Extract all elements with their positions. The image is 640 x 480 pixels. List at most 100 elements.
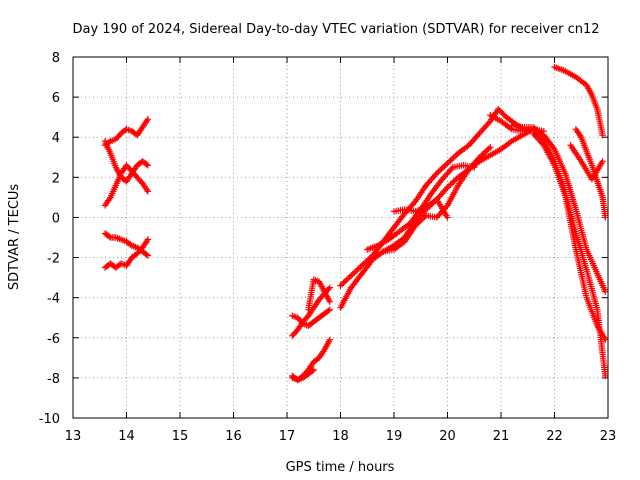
data-point-marker (310, 366, 317, 374)
data-point-marker (418, 216, 425, 223)
data-point-marker (599, 158, 606, 165)
data-point-marker (448, 155, 456, 163)
data-point-marker (341, 278, 349, 285)
series-arc-s (551, 63, 606, 139)
data-point-marker (143, 251, 150, 258)
data-point-marker (441, 162, 448, 170)
series-arc-q (508, 121, 609, 295)
data-point-marker (602, 288, 609, 295)
series-arc-a (101, 115, 152, 149)
data-point-marker (599, 132, 606, 139)
data-point-marker (357, 263, 364, 271)
data-point-marker (447, 157, 454, 164)
y-tick-label: -6 (47, 332, 60, 347)
data-point-marker (416, 217, 424, 225)
series-arc-g (289, 306, 333, 329)
data-point-marker (482, 148, 489, 155)
mark-layer (101, 63, 609, 384)
data-point-marker (105, 233, 113, 240)
data-point-marker (476, 154, 483, 161)
data-point-marker (444, 214, 451, 221)
data-point-marker (326, 298, 333, 305)
data-point-marker (479, 151, 486, 158)
data-point-marker (144, 188, 152, 195)
data-point-marker (412, 222, 419, 229)
data-point-marker (602, 214, 609, 221)
data-point-marker (539, 140, 546, 147)
data-point-marker (475, 155, 482, 162)
y-tick-label: 6 (52, 91, 60, 106)
data-point-marker (436, 167, 444, 174)
series-arc-k (337, 105, 531, 289)
series-arc-o (390, 196, 451, 221)
series-arc-u (567, 142, 606, 183)
data-point-marker (338, 281, 346, 288)
x-tick-label: 18 (332, 429, 349, 444)
data-point-marker (445, 158, 453, 166)
data-point-marker (438, 165, 445, 173)
data-point-marker (360, 260, 367, 268)
data-point-marker (358, 262, 366, 269)
x-tick-label: 22 (546, 429, 563, 444)
x-tick-label: 23 (600, 429, 617, 444)
data-point-marker (340, 279, 347, 286)
y-tick-label: -2 (47, 252, 60, 267)
data-point-marker (451, 176, 459, 184)
x-tick-label: 14 (118, 429, 135, 444)
data-point-marker (448, 165, 455, 173)
data-point-marker (419, 215, 427, 222)
series-arc-j (289, 366, 317, 384)
data-point-marker (326, 284, 333, 291)
data-point-marker (354, 266, 361, 274)
y-tick-label: 2 (52, 171, 60, 186)
data-point-marker (477, 152, 485, 160)
data-point-marker (410, 199, 418, 207)
data-point-marker (484, 146, 491, 154)
data-point-marker (337, 282, 344, 289)
data-point-marker (144, 115, 152, 123)
data-point-marker (352, 268, 359, 275)
data-point-marker (346, 273, 353, 281)
data-point-marker (433, 170, 440, 177)
data-point-marker (355, 265, 363, 272)
data-point-marker (309, 367, 316, 375)
data-point-marker (439, 164, 447, 171)
grid-layer (73, 57, 608, 418)
data-point-marker (325, 307, 332, 314)
data-point-marker (415, 219, 422, 226)
data-point-marker (485, 119, 493, 126)
y-tick-label: 4 (52, 131, 60, 146)
series-arc-e (101, 230, 152, 259)
x-tick-label: 21 (493, 429, 510, 444)
data-point-marker (444, 184, 451, 191)
plot-frame (72, 56, 609, 419)
data-point-marker (602, 336, 609, 343)
x-tick-label: 19 (386, 429, 403, 444)
x-tick-label: 15 (172, 429, 189, 444)
data-point-marker (143, 161, 150, 168)
series-arc-f (289, 284, 333, 339)
data-point-marker (348, 272, 355, 279)
data-point-marker (432, 171, 439, 179)
series-arc-i (289, 336, 333, 384)
x-tick-label: 17 (279, 429, 296, 444)
series-arc-h (305, 276, 333, 313)
data-point-marker (450, 154, 457, 161)
data-point-marker (351, 269, 358, 276)
y-axis-title: SDTVAR / TECUs (7, 184, 22, 291)
data-point-marker (344, 275, 352, 282)
tick-layer: 13 14 15 16 17 18 19 20 21 22 23 -10 -8 -6 -4 -2 0 2 4 6 8 (39, 51, 617, 444)
data-point-marker (435, 168, 442, 176)
x-tick-label: 16 (225, 429, 242, 444)
data-point-marker (378, 249, 385, 256)
data-point-marker (450, 178, 457, 185)
data-point-marker (343, 276, 350, 284)
data-point-marker (144, 252, 152, 259)
data-point-marker (325, 285, 332, 293)
x-axis-title: GPS time / hours (286, 460, 395, 475)
data-point-marker (326, 336, 333, 343)
x-tick-label: 13 (65, 429, 82, 444)
data-point-marker (447, 181, 454, 188)
y-tick-label: -8 (47, 372, 60, 387)
